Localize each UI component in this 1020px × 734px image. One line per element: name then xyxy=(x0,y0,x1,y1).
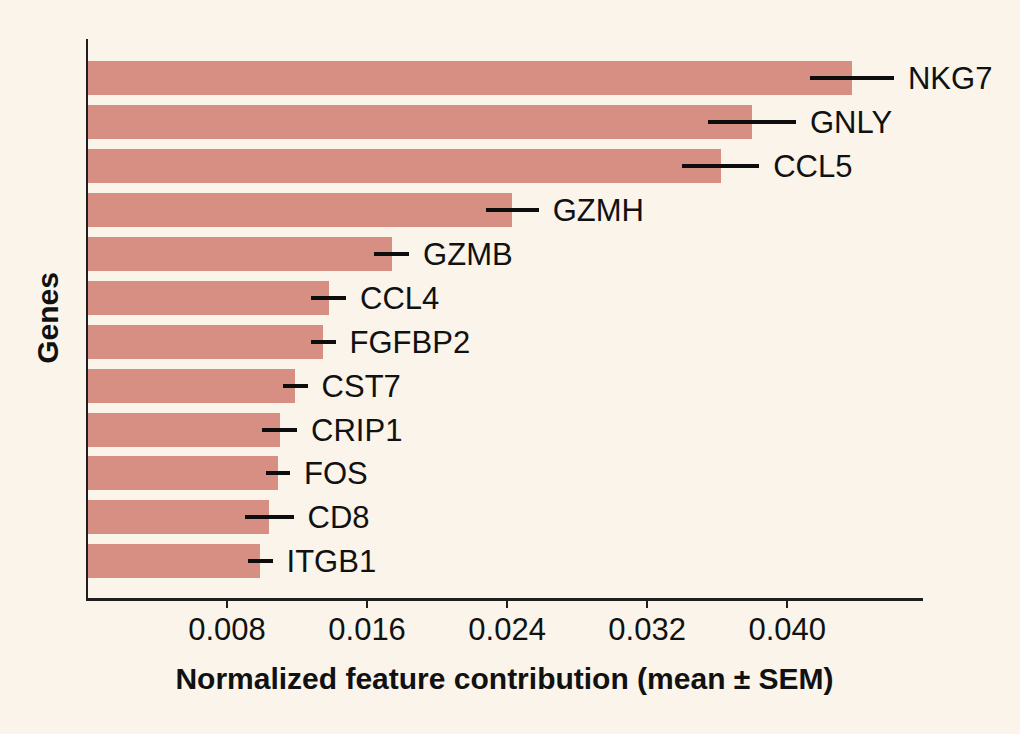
bar-chart-figure: Genes Normalized feature contribution (m… xyxy=(0,0,1020,734)
bar-nkg7 xyxy=(88,61,852,95)
bar-label-cst7: CST7 xyxy=(322,370,401,401)
error-bar-fos xyxy=(266,471,291,475)
x-axis-tick xyxy=(366,598,369,608)
bar-label-gzmb: GZMB xyxy=(423,238,513,269)
x-axis-title: Normalized feature contribution (mean ± … xyxy=(87,662,922,696)
x-axis-tick xyxy=(506,598,509,608)
error-bar-cd8 xyxy=(245,515,294,519)
bar-label-ccl5: CCL5 xyxy=(773,151,852,182)
x-axis-tick-label: 0.016 xyxy=(328,614,406,645)
bar-label-nkg7: NKG7 xyxy=(908,63,992,94)
bar-cd8 xyxy=(88,500,269,534)
error-bar-gnly xyxy=(708,120,796,124)
bar-ccl4 xyxy=(88,281,329,315)
bar-cst7 xyxy=(88,369,295,403)
x-axis-tick-label: 0.032 xyxy=(608,614,686,645)
bar-label-fos: FOS xyxy=(304,458,368,489)
bar-label-ccl4: CCL4 xyxy=(360,282,439,313)
bar-label-itgb1: ITGB1 xyxy=(287,546,377,577)
bar-itgb1 xyxy=(88,544,260,578)
error-bar-gzmh xyxy=(486,208,539,212)
error-bar-ccl4 xyxy=(311,296,346,300)
bar-gzmh xyxy=(88,193,512,227)
error-bar-ccl5 xyxy=(682,164,759,168)
error-bar-fgfbp2 xyxy=(311,340,336,344)
y-axis-title: Genes xyxy=(31,272,65,364)
bar-gnly xyxy=(88,105,752,139)
x-axis-tick xyxy=(646,598,649,608)
bar-label-gnly: GNLY xyxy=(810,107,892,138)
x-axis-tick-label: 0.008 xyxy=(188,614,266,645)
bar-label-fgfbp2: FGFBP2 xyxy=(350,326,471,357)
error-bar-crip1 xyxy=(262,428,297,432)
x-axis-spine xyxy=(86,598,923,601)
bar-gzmb xyxy=(88,237,392,271)
x-axis-tick xyxy=(226,598,229,608)
x-axis-tick-label: 0.024 xyxy=(468,614,546,645)
error-bar-itgb1 xyxy=(248,559,273,563)
bar-label-crip1: CRIP1 xyxy=(311,414,402,445)
bar-fgfbp2 xyxy=(88,325,323,359)
bar-fos xyxy=(88,456,278,490)
x-axis-tick xyxy=(786,598,789,608)
bar-label-cd8: CD8 xyxy=(308,502,370,533)
bar-label-gzmh: GZMH xyxy=(553,195,644,226)
error-bar-cst7 xyxy=(283,384,308,388)
bar-ccl5 xyxy=(88,149,721,183)
x-axis-tick-label: 0.040 xyxy=(748,614,826,645)
error-bar-gzmb xyxy=(374,252,409,256)
error-bar-nkg7 xyxy=(810,76,894,80)
bar-crip1 xyxy=(88,413,280,447)
